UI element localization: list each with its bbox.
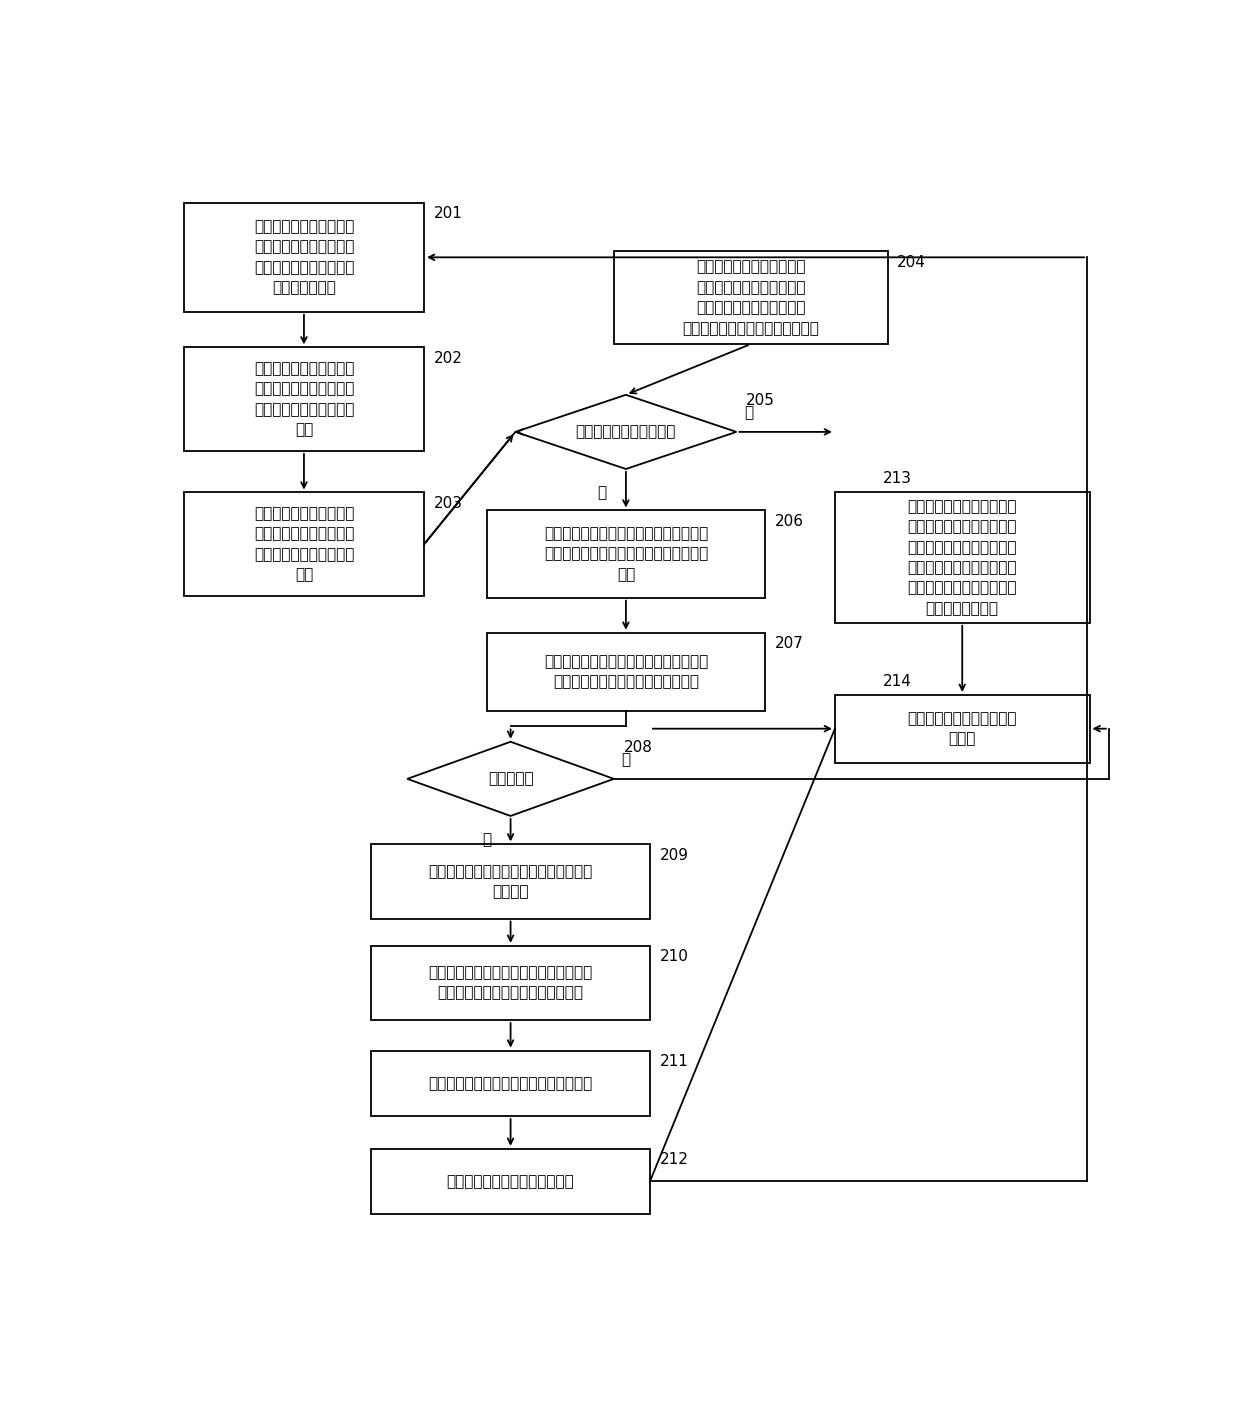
Text: 充电设备读取充电卡的卡
号，据读取到的充电卡卡
号，查询充电卡绑定的电
动汽车的识别码: 充电设备读取充电卡的卡 号，据读取到的充电卡卡 号，查询充电卡绑定的电 动汽车的…	[254, 220, 355, 295]
Text: 204: 204	[898, 255, 926, 269]
Polygon shape	[516, 395, 737, 469]
FancyBboxPatch shape	[835, 492, 1090, 623]
FancyBboxPatch shape	[371, 945, 650, 1020]
Text: 充电设备服务器向车辆服
务器发送电动汽车的识别
码以及充电设备自身的设
备号: 充电设备服务器向车辆服 务器发送电动汽车的识别 码以及充电设备自身的设 备号	[254, 506, 355, 582]
Text: 当充电设备的充电枪插入电
动汽车时，电动汽车将当前
的充电枪连接状态，随同电
动汽车的识别码发送至车辆服务器: 当充电设备的充电枪插入电 动汽车时，电动汽车将当前 的充电枪连接状态，随同电 动…	[682, 259, 820, 336]
Text: 车辆服务器向充电设备服务
器发送拒绝充电的充电指令
和该充电设备自身的设备号
由充电设备服务器向该设备
号对应的充电设备转发该拒
绝充电的充电指令: 车辆服务器向充电设备服务 器发送拒绝充电的充电指令 和该充电设备自身的设备号 由…	[908, 499, 1017, 616]
Text: 214: 214	[883, 674, 911, 689]
Text: 在充电过程中，车辆服务器将电动汽车上
传的充电信息发送至充电设备服务器: 在充电过程中，车辆服务器将电动汽车上 传的充电信息发送至充电设备服务器	[429, 965, 593, 1000]
Text: 充电设备将电动汽车的识
别码以及充电设备自身的
设备号上传至充电设备服
务器: 充电设备将电动汽车的识 别码以及充电设备自身的 设备号上传至充电设备服 务器	[254, 361, 355, 438]
Text: 208: 208	[624, 740, 652, 755]
Text: 充电设备显示检查充电的提
示信息: 充电设备显示检查充电的提 示信息	[908, 711, 1017, 747]
FancyBboxPatch shape	[486, 632, 765, 711]
FancyBboxPatch shape	[371, 845, 650, 918]
Text: 211: 211	[660, 1054, 688, 1068]
Text: 203: 203	[434, 496, 463, 512]
FancyBboxPatch shape	[486, 510, 765, 598]
Text: 充电设备根据充电信息进行显示: 充电设备根据充电信息进行显示	[446, 1173, 574, 1189]
Text: 212: 212	[660, 1152, 688, 1168]
Text: 充电设备服务器向充电设备转发充电信息: 充电设备服务器向充电设备转发充电信息	[429, 1076, 593, 1091]
FancyBboxPatch shape	[184, 493, 424, 597]
Text: 213: 213	[883, 472, 911, 486]
FancyBboxPatch shape	[835, 694, 1090, 762]
Text: 否: 否	[621, 752, 631, 767]
Text: 201: 201	[434, 207, 463, 221]
FancyBboxPatch shape	[371, 1050, 650, 1117]
Text: 206: 206	[775, 514, 804, 529]
Text: 209: 209	[660, 847, 688, 863]
Text: 207: 207	[775, 636, 804, 650]
Text: 205: 205	[746, 393, 775, 408]
Text: 充电设备服务器向该设备号对应的充电设
备发送车牌号和允许充电的充电指令: 充电设备服务器向该设备号对应的充电设 备发送车牌号和允许充电的充电指令	[544, 655, 708, 690]
Text: 车辆服务器向充电设备服务器发送车牌号
充电设备自身的设备号和允许充电的充电
指令: 车辆服务器向充电设备服务器发送车牌号 充电设备自身的设备号和允许充电的充电 指令	[544, 526, 708, 582]
Text: 车牌号一致: 车牌号一致	[487, 771, 533, 786]
Text: 是: 是	[598, 486, 606, 500]
Text: 210: 210	[660, 949, 688, 964]
FancyBboxPatch shape	[184, 347, 424, 451]
Text: 是: 是	[482, 832, 491, 847]
FancyBboxPatch shape	[184, 203, 424, 312]
Polygon shape	[407, 741, 614, 816]
Text: 充电枪连接状态为已连接: 充电枪连接状态为已连接	[575, 425, 676, 439]
Text: 充电设备根据允许充电的充电指令对车辆
进行充电: 充电设备根据允许充电的充电指令对车辆 进行充电	[429, 864, 593, 900]
Text: 否: 否	[744, 405, 753, 419]
FancyBboxPatch shape	[614, 251, 888, 344]
FancyBboxPatch shape	[371, 1149, 650, 1214]
Text: 202: 202	[434, 351, 463, 366]
